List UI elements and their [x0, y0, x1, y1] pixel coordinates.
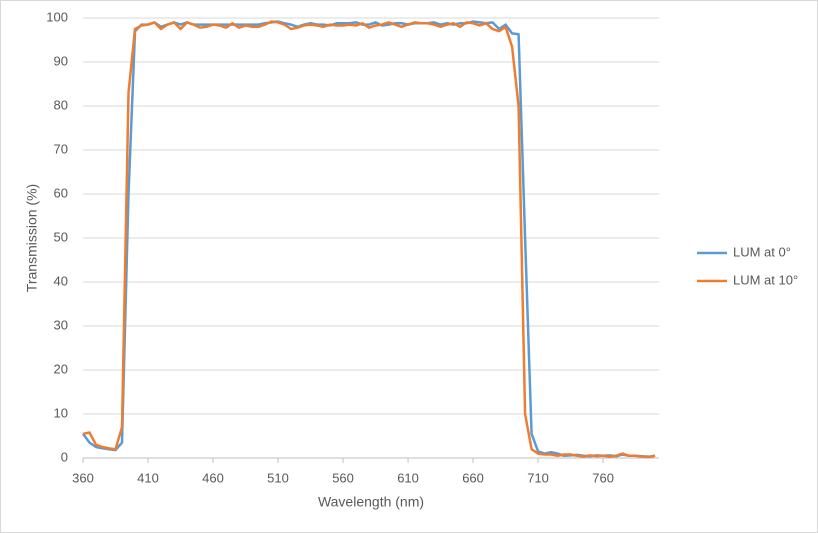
- y-axis-title: Transmission (%): [24, 184, 40, 292]
- x-tick-label: 660: [462, 470, 484, 485]
- legend-label: LUM at 0°: [733, 244, 791, 259]
- x-tick-label: 560: [332, 470, 354, 485]
- y-tick-label: 40: [54, 273, 68, 288]
- x-tick-label: 460: [202, 470, 224, 485]
- y-tick-label: 100: [46, 9, 68, 24]
- y-tick-label: 20: [54, 361, 68, 376]
- y-tick-label: 90: [54, 53, 68, 68]
- y-tick-label: 70: [54, 141, 68, 156]
- y-tick-label: 50: [54, 229, 68, 244]
- legend-label: LUM at 10°: [733, 272, 798, 287]
- y-tick-label: 0: [61, 449, 68, 464]
- x-tick-label: 610: [397, 470, 419, 485]
- x-tick-label: 710: [527, 470, 549, 485]
- x-tick-label: 410: [137, 470, 159, 485]
- x-axis-title: Wavelength (nm): [318, 494, 424, 510]
- x-tick-label: 510: [267, 470, 289, 485]
- y-tick-label: 10: [54, 405, 68, 420]
- y-tick-label: 60: [54, 185, 68, 200]
- x-tick-label: 760: [592, 470, 614, 485]
- y-tick-label: 80: [54, 97, 68, 112]
- y-tick-label: 30: [54, 317, 68, 332]
- x-tick-label: 360: [72, 470, 94, 485]
- series-line: [82, 20, 656, 459]
